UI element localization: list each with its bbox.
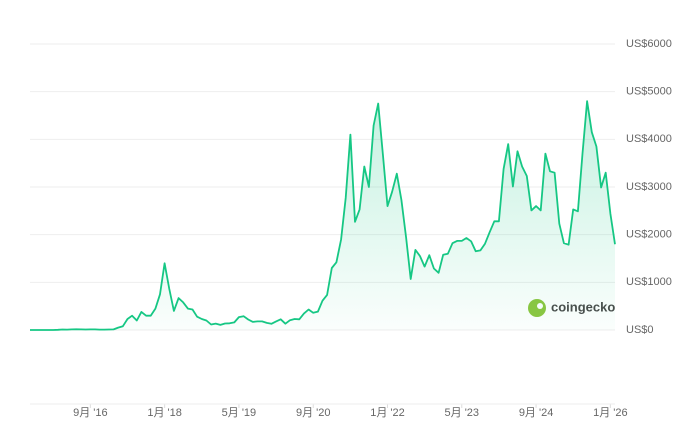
price-line	[30, 100, 616, 331]
x-tick-label: 9月 '24	[519, 407, 554, 419]
x-tick-label: 9月 '20	[296, 407, 331, 419]
x-tick-label: 9月 '16	[73, 407, 108, 419]
x-tick-label: 1月 '18	[147, 407, 182, 419]
y-tick-label: US$4000	[626, 133, 672, 145]
y-tick-label: US$2000	[626, 229, 672, 241]
y-tick-label: US$3000	[626, 181, 672, 193]
x-tick-label: 1月 '26	[593, 407, 628, 419]
area	[30, 101, 615, 330]
y-tick-label: US$1000	[626, 276, 672, 288]
y-tick-label: US$6000	[626, 38, 672, 50]
x-tick-label: 5月 '19	[222, 407, 257, 419]
x-tick-label: 5月 '23	[445, 407, 480, 419]
x-tick-label: 1月 '22	[370, 407, 405, 419]
y-tick-label: US$5000	[626, 86, 672, 98]
y-tick-label: US$0	[626, 324, 654, 336]
